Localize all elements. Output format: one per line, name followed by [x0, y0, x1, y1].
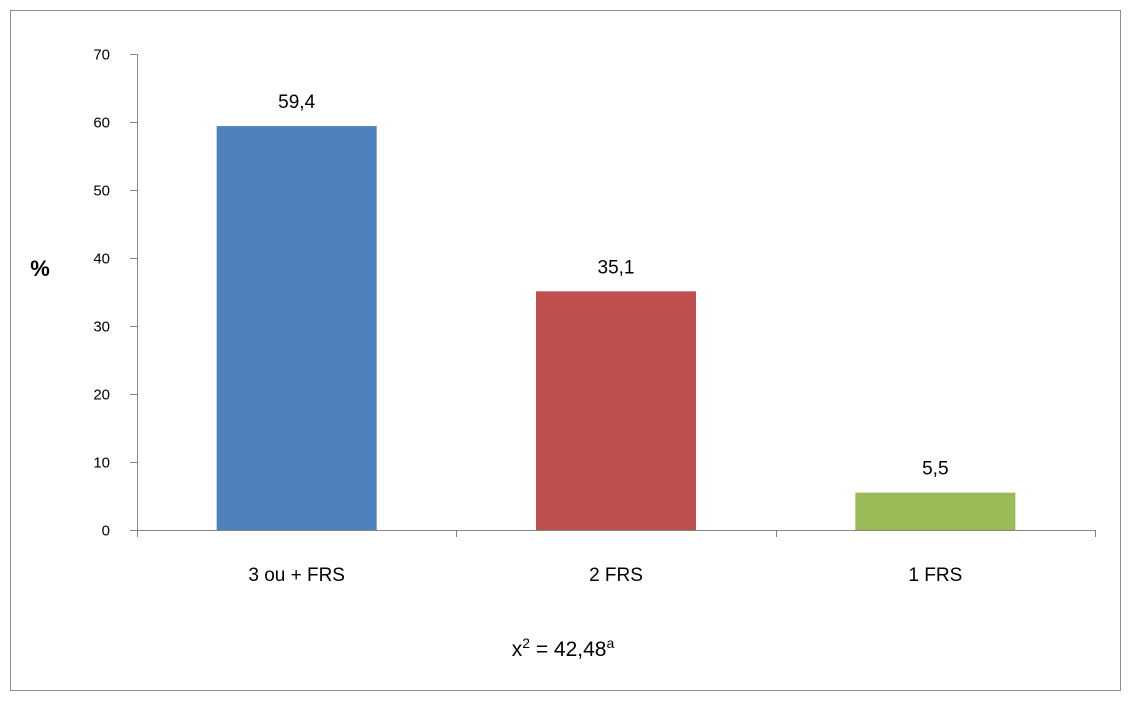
bars [216, 126, 1016, 530]
y-tick-label: 50 [93, 183, 110, 200]
x-axis [137, 530, 1096, 537]
y-axis: 0 10 20 30 40 50 60 70 [93, 47, 138, 540]
bar-value-label: 5,5 [922, 459, 948, 480]
category-label: 3 ou + FRS [248, 565, 345, 586]
y-axis-title: % [30, 256, 50, 281]
chi-square-value: = 42,48 [530, 638, 606, 661]
y-tick-label: 60 [93, 115, 110, 132]
chi-square-symbol: x [512, 638, 523, 661]
chi-square-annotation: x2 = 42,48a [512, 635, 615, 661]
bar [855, 492, 1016, 530]
bar [216, 126, 377, 530]
category-labels: 3 ou + FRS 2 FRS 1 FRS [248, 565, 962, 586]
y-tick-label: 20 [93, 387, 110, 404]
category-label: 1 FRS [908, 565, 962, 586]
value-labels: 59,4 35,1 5,5 [278, 92, 948, 480]
bar [536, 291, 696, 530]
y-tick-label: 0 [102, 523, 110, 540]
y-tick-label: 40 [93, 251, 110, 268]
chi-square-exponent: 2 [522, 635, 530, 651]
y-tick-label: 10 [93, 455, 110, 472]
bar-value-label: 35,1 [598, 257, 635, 278]
y-tick-label: 30 [93, 319, 110, 336]
category-label: 2 FRS [589, 565, 643, 586]
y-tick-label: 70 [93, 47, 110, 64]
chi-square-footnote-mark: a [606, 635, 614, 651]
bar-value-label: 59,4 [278, 92, 315, 113]
